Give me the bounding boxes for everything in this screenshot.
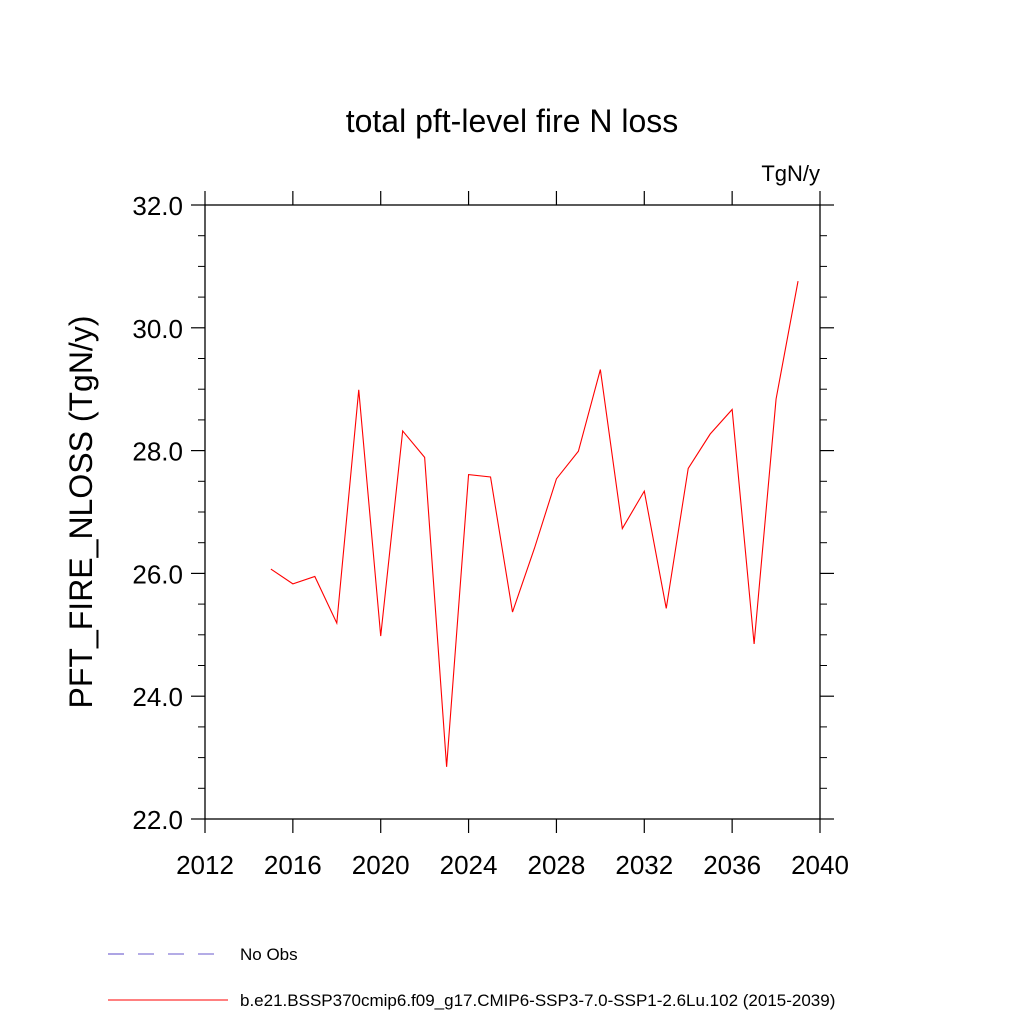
x-tick-labels: 2012 2016 2020 2024 2028 2032 2036 2040 [176, 850, 849, 880]
plot-frame [204, 204, 821, 820]
y-tick-label: 26.0 [132, 559, 183, 589]
y-tick-label: 32.0 [132, 191, 183, 221]
x-tick-label: 2012 [176, 850, 234, 880]
y-tick-label: 30.0 [132, 314, 183, 344]
y-tick-label: 22.0 [132, 805, 183, 835]
y-tick-labels: 22.0 24.0 26.0 28.0 30.0 32.0 [132, 191, 183, 835]
units-label: TgN/y [761, 161, 820, 186]
axis-ticks [191, 191, 834, 833]
y-axis-label: PFT_FIRE_NLOSS (TgN/y) [63, 316, 99, 709]
legend-label: No Obs [240, 945, 298, 964]
x-tick-label: 2036 [703, 850, 761, 880]
legend: No Obs b.e21.BSSP370cmip6.f09_g17.CMIP6-S… [108, 945, 835, 1010]
x-tick-label: 2020 [352, 850, 410, 880]
series-line [270, 281, 799, 767]
x-tick-label: 2024 [440, 850, 498, 880]
y-tick-label: 24.0 [132, 682, 183, 712]
x-tick-label: 2040 [791, 850, 849, 880]
x-tick-label: 2032 [615, 850, 673, 880]
y-tick-label: 28.0 [132, 437, 183, 467]
legend-label: b.e21.BSSP370cmip6.f09_g17.CMIP6-SSP3-7.… [240, 991, 835, 1010]
series-lines [270, 281, 799, 767]
chart-title: total pft-level fire N loss [346, 103, 679, 139]
x-tick-label: 2016 [264, 850, 322, 880]
x-tick-label: 2028 [528, 850, 586, 880]
